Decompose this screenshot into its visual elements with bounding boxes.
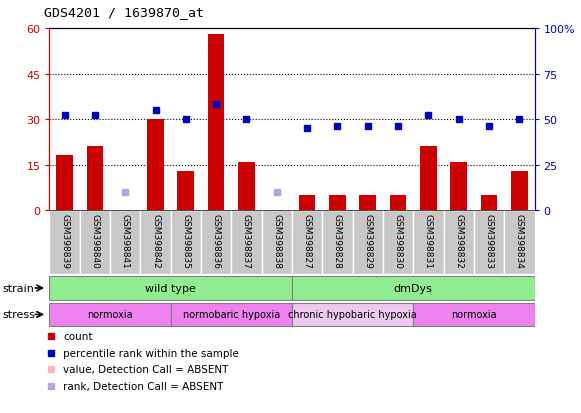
Text: GSM398834: GSM398834	[515, 213, 524, 268]
Bar	[420, 147, 437, 211]
Bar	[299, 195, 315, 211]
Text: GSM398837: GSM398837	[242, 213, 251, 268]
Bar	[511, 171, 528, 211]
Bar	[231, 211, 261, 275]
Text: GSM398839: GSM398839	[60, 213, 69, 268]
Bar	[322, 211, 353, 275]
Bar	[49, 277, 292, 300]
Text: normobaric hypoxia: normobaric hypoxia	[182, 310, 280, 320]
Bar	[413, 211, 443, 275]
Bar	[292, 211, 322, 275]
Bar	[110, 211, 141, 275]
Bar	[201, 211, 231, 275]
Text: GSM398832: GSM398832	[454, 213, 463, 268]
Bar	[413, 303, 535, 326]
Bar	[474, 211, 504, 275]
Bar	[238, 162, 255, 211]
Bar	[141, 211, 171, 275]
Text: GSM398828: GSM398828	[333, 213, 342, 268]
Text: GSM398827: GSM398827	[303, 213, 311, 268]
Bar	[261, 211, 292, 275]
Text: rank, Detection Call = ABSENT: rank, Detection Call = ABSENT	[63, 381, 224, 391]
Text: GSM398830: GSM398830	[393, 213, 403, 268]
Text: dmDys: dmDys	[394, 283, 433, 293]
Text: chronic hypobaric hypoxia: chronic hypobaric hypoxia	[288, 310, 417, 320]
Bar	[450, 162, 467, 211]
Text: normoxia: normoxia	[451, 310, 497, 320]
Bar	[49, 303, 171, 326]
Text: count: count	[63, 331, 93, 341]
Bar	[360, 195, 376, 211]
Text: strain: strain	[3, 283, 35, 293]
Bar	[177, 171, 194, 211]
Text: percentile rank within the sample: percentile rank within the sample	[63, 348, 239, 358]
Text: GSM398840: GSM398840	[91, 213, 99, 268]
Bar	[480, 195, 497, 211]
Bar	[383, 211, 413, 275]
Bar	[208, 35, 224, 211]
Bar	[171, 211, 201, 275]
Text: GSM398842: GSM398842	[151, 213, 160, 268]
Bar	[171, 303, 292, 326]
Bar	[390, 195, 407, 211]
Bar	[80, 211, 110, 275]
Bar	[292, 277, 535, 300]
Bar	[49, 211, 80, 275]
Text: GSM398833: GSM398833	[485, 213, 493, 268]
Bar	[147, 120, 164, 211]
Text: wild type: wild type	[145, 283, 196, 293]
Text: GSM398836: GSM398836	[211, 213, 221, 268]
Text: GSM398838: GSM398838	[272, 213, 281, 268]
Bar	[292, 303, 413, 326]
Text: GSM398829: GSM398829	[363, 213, 372, 268]
Text: GDS4201 / 1639870_at: GDS4201 / 1639870_at	[44, 6, 203, 19]
Text: stress: stress	[3, 310, 36, 320]
Text: GSM398835: GSM398835	[181, 213, 191, 268]
Text: GSM398841: GSM398841	[121, 213, 130, 268]
Text: GSM398831: GSM398831	[424, 213, 433, 268]
Text: value, Detection Call = ABSENT: value, Detection Call = ABSENT	[63, 364, 228, 374]
Text: normoxia: normoxia	[87, 310, 133, 320]
Bar	[87, 147, 103, 211]
Bar	[56, 156, 73, 211]
Bar	[353, 211, 383, 275]
Bar	[504, 211, 535, 275]
Bar	[329, 195, 346, 211]
Bar	[443, 211, 474, 275]
